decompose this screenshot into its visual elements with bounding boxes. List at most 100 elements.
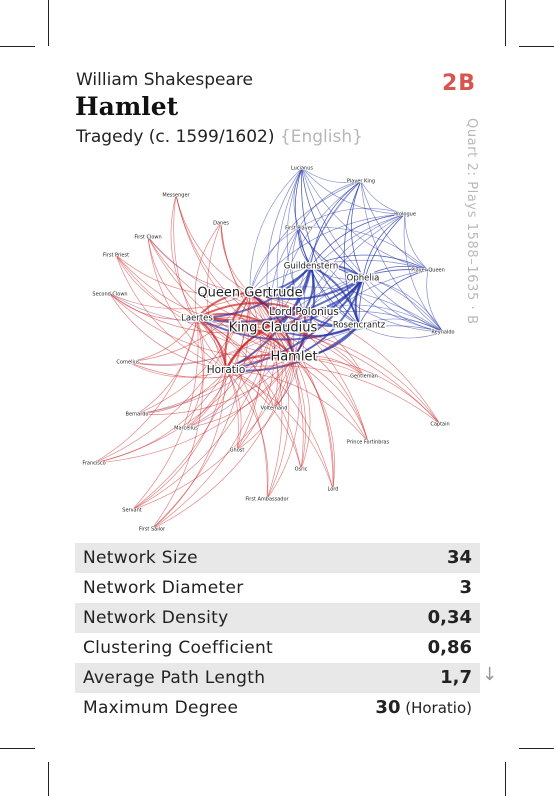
node-label-player-king: Player King	[347, 179, 375, 185]
network-edge	[301, 167, 444, 333]
network-edge	[136, 311, 305, 415]
network-edge	[249, 180, 362, 294]
card-code: 2B	[442, 71, 477, 96]
network-edge	[93, 292, 251, 464]
network-edge	[93, 317, 198, 464]
network-edge	[236, 356, 295, 451]
node-label-first-clown: First Clown	[134, 235, 161, 241]
network-edge	[303, 311, 360, 328]
node-label-reynaldo: Reynaldo	[431, 330, 454, 336]
network-edge	[127, 356, 295, 379]
crop-mark	[519, 46, 554, 47]
network-edge	[310, 265, 364, 280]
network-edge	[151, 317, 204, 530]
network-edge	[220, 222, 274, 329]
network-edge	[310, 265, 444, 333]
node-label-polonius: Lord Polonius	[269, 306, 339, 318]
node-label-voltemand: Voltemand	[261, 406, 288, 412]
node-label-messenger: Messenger	[162, 193, 190, 199]
network-edge	[358, 324, 444, 339]
network-edge	[220, 222, 251, 294]
node-label-hamlet: Hamlet	[270, 350, 317, 365]
network-edge	[303, 180, 362, 313]
network-edge	[272, 327, 441, 425]
stat-note: (Horatio)	[400, 699, 472, 717]
network-edge	[362, 265, 429, 279]
node-label-second-clown: Second Clown	[92, 292, 127, 298]
network-edge	[362, 277, 444, 333]
network-edge	[249, 292, 369, 443]
network-edge	[249, 292, 334, 490]
network-edge	[249, 167, 303, 294]
stat-value: 30 (Horatio)	[375, 697, 472, 718]
stat-label: Network Density	[83, 608, 229, 628]
network-edge	[236, 327, 275, 451]
network-edge	[272, 180, 362, 329]
network-edge	[236, 292, 262, 451]
network-edge	[147, 236, 198, 319]
network-edge	[310, 180, 362, 267]
node-label-servant: Servant	[122, 508, 141, 514]
network-edge	[249, 292, 441, 425]
network-edge	[93, 327, 274, 464]
network-edge	[426, 269, 444, 333]
node-label-danes: Danes	[213, 221, 229, 227]
network-edge	[355, 277, 364, 326]
network-edge	[266, 356, 300, 500]
stat-value: 1,7	[440, 667, 472, 688]
node-label-gentleman: Gentleman	[350, 374, 378, 380]
node-label-ophelia: Ophelia	[347, 274, 380, 284]
network-edge	[175, 194, 251, 294]
network-edge	[360, 180, 444, 333]
crop-mark	[0, 748, 35, 749]
stats-row: Network Density 0,34	[75, 603, 480, 633]
crop-mark	[0, 46, 35, 47]
stats-row: Clustering Coefficient 0,86	[75, 633, 480, 663]
stat-label: Average Path Length	[83, 668, 266, 688]
node-label-lucianus: Lucianus	[291, 166, 313, 172]
network-edge	[136, 369, 227, 415]
node-label-laertes: Laertes	[181, 314, 213, 324]
stats-row: Maximum Degree 30 (Horatio)	[75, 693, 480, 723]
stat-value: 0,34	[427, 607, 472, 628]
network-edge	[206, 222, 227, 371]
network-edge	[298, 227, 312, 267]
network-edge	[225, 369, 302, 470]
network-edge	[185, 327, 274, 429]
crop-mark	[48, 762, 49, 796]
network-edge	[270, 227, 300, 329]
network-edge	[170, 194, 198, 319]
network-edge	[272, 213, 406, 329]
play-title: Hamlet	[75, 92, 179, 121]
network-edge	[293, 167, 303, 229]
network-edges	[93, 167, 444, 530]
network-edge	[147, 236, 305, 313]
network-edge	[291, 227, 305, 313]
character-network: Hamlet King Claudius Queen Gertrude Lord Po…	[82, 165, 455, 533]
network-edge	[301, 167, 362, 183]
network-edge	[301, 167, 406, 215]
network-edge	[151, 369, 227, 530]
network-edge	[109, 293, 295, 359]
crop-mark	[519, 748, 554, 749]
network-edge	[310, 254, 429, 271]
network-edge	[293, 269, 429, 358]
network-edge	[225, 369, 334, 490]
network-edge	[127, 292, 251, 363]
network-edge	[273, 311, 306, 409]
network-edge	[109, 292, 251, 310]
network-edge	[136, 292, 251, 415]
network-edge	[196, 317, 239, 451]
stat-label: Clustering Coefficient	[83, 638, 274, 658]
network-edge	[403, 213, 444, 333]
network-edge	[115, 254, 295, 358]
node-label-first-sailor: First Sailor	[139, 527, 166, 533]
stat-label: Network Diameter	[83, 578, 244, 598]
network-edge	[151, 356, 295, 530]
node-label-captain: Captain	[430, 422, 449, 428]
node-label-guildenstern: Guildenstern	[284, 262, 338, 272]
network-edge	[147, 236, 295, 358]
network-edge	[310, 265, 444, 333]
network-edge	[131, 317, 199, 511]
node-label-prologue: Prologue	[394, 212, 416, 218]
